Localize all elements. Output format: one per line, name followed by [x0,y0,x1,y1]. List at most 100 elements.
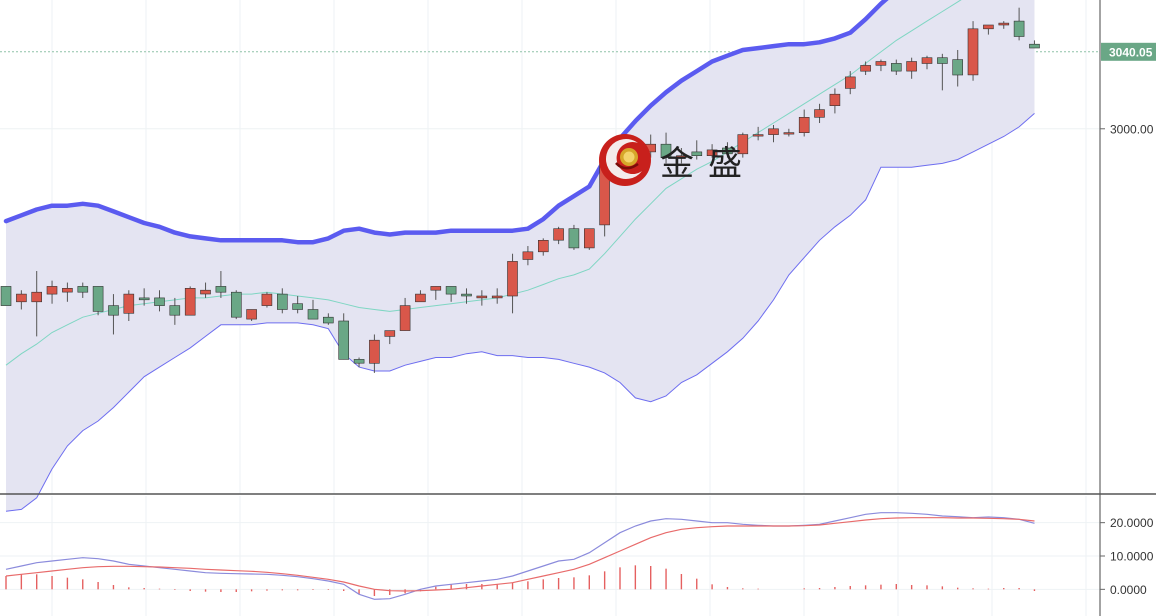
candle [31,271,43,337]
candle-body-up [62,287,73,293]
candle-body-up [553,228,564,241]
tick-labels: 3000.00 3040.05 20.0000 10.0000 0.0000 [1100,42,1156,597]
candle [921,55,933,70]
candle-body-down [338,320,350,360]
candle [737,132,749,158]
candle [292,296,303,314]
candle [522,246,534,266]
candle-body-up [583,228,595,249]
candle-body-up [906,61,917,72]
candle-body-down [92,286,104,312]
macd-line [5,512,1035,600]
candle-body-up [507,261,518,297]
current-price-badge [1101,42,1156,61]
candle [660,132,672,164]
candle-body-down [169,305,181,316]
macd-tick-label: 10.0000 [1110,550,1154,564]
candle [200,282,211,298]
candle [16,290,27,310]
candle-body-up [768,128,779,135]
candle [814,103,825,124]
candle-body-up [399,305,411,331]
macd-panel [5,512,1036,600]
candle [491,288,503,304]
candle-body-up [430,286,442,291]
current-price-label: 3040.05 [1109,45,1153,59]
candle-body-down [722,147,733,155]
candle-body-down [461,293,472,297]
candle-body-up [123,293,135,314]
candle-body-up [491,295,503,299]
candle [276,288,288,314]
candle-body-up [967,28,979,76]
candle [706,144,718,158]
candle [722,142,733,158]
candle-body-up [829,93,841,106]
candle-body-up [860,65,871,72]
candle [62,282,73,302]
candle-body-down [353,359,365,364]
candle [537,238,549,256]
candle [1029,40,1040,49]
candle [108,294,119,335]
candle-body-down [445,286,457,295]
candle [476,290,488,306]
candle [246,309,257,322]
macd-tick-label: 20.0000 [1110,516,1154,530]
candle-body-down [0,286,12,306]
candle-body-down [292,303,303,310]
candle [353,357,365,368]
candle-body-down [77,286,89,293]
candle-body-up [200,289,211,295]
candle-body-down [307,309,319,320]
candle [369,334,380,373]
candle [952,49,964,87]
candle [138,288,150,306]
candle [875,59,887,72]
candle-body-down [952,59,964,76]
candle-body-up [676,155,687,158]
candle [937,53,948,91]
candle [415,290,426,303]
logo-icon [599,134,651,186]
band-lower-line [5,113,1035,512]
candle [676,148,687,164]
candle-body-down [890,63,902,72]
macd-tick-label: 0.0000 [1110,583,1147,597]
candle-body-up [16,293,27,303]
candle [231,290,242,320]
candle [691,140,703,160]
candle-body-up [31,291,43,303]
candle-body-up [261,293,273,306]
candle-body-up [752,134,764,137]
candle [983,24,994,35]
bollinger-bands [3,0,1035,512]
candle [154,290,165,312]
candle [798,109,810,137]
candle-body-up [184,287,196,316]
candle [553,226,564,245]
candle [399,297,411,331]
candle-body-up [706,149,718,156]
candle [338,313,350,360]
candle [890,59,902,75]
candle [844,71,856,95]
candle [169,297,181,325]
candle [768,124,779,143]
candle [184,286,196,316]
watermark-text: 金盛 [660,143,756,184]
candle [906,57,917,79]
candle-body-up [369,339,380,364]
candle-body-down [660,143,672,158]
candle-body-down [322,316,334,324]
candle [998,21,1010,29]
candle-body-down [1013,20,1025,37]
candle [384,330,396,345]
candle [860,61,871,75]
candle-body-up [415,293,426,303]
candle-body-down [108,305,119,316]
candle [461,288,472,304]
band-fill [6,0,1035,512]
candle [568,224,580,250]
